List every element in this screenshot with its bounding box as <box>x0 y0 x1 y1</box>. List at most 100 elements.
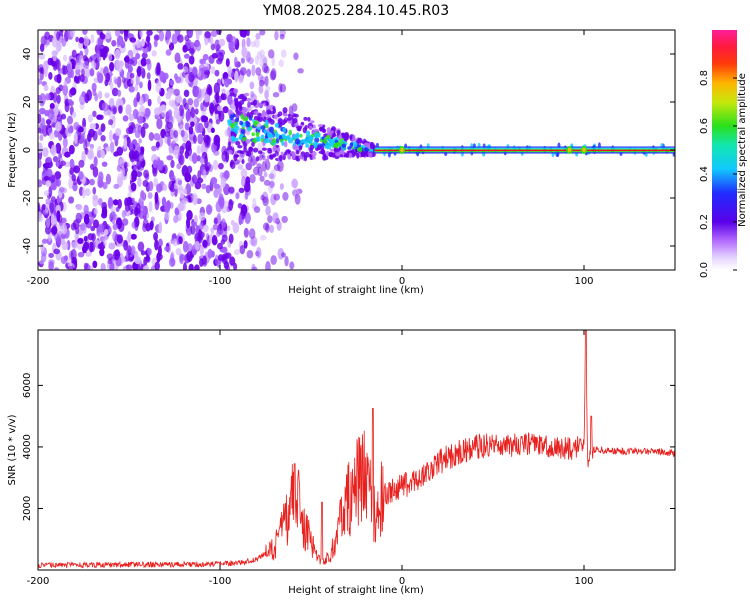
spectrogram-noise-cell <box>55 161 60 167</box>
spectrogram-y-axis: -40 -20 0 20 40 <box>22 48 675 254</box>
spectrogram-noise-cell <box>108 129 113 142</box>
spectrogram-noise-cell <box>50 214 55 226</box>
spectrogram-noise-cell <box>140 57 147 67</box>
spectrogram-noise-cell <box>280 49 287 58</box>
spectrogram-noise-cell <box>89 123 97 130</box>
spectrogram-signal-cell <box>294 113 299 118</box>
spectrogram-noise-cell <box>212 223 218 231</box>
spectrogram-signal-cell <box>273 114 278 120</box>
spectrogram-signal-cell <box>317 123 324 128</box>
spectrogram-noise-cell <box>182 45 188 53</box>
spectrogram-noise-cell <box>248 228 256 240</box>
spectrogram-noise-cell <box>101 102 109 112</box>
spectrogram-noise-cell <box>143 169 150 179</box>
spectrogram-noise-cell <box>196 145 202 155</box>
spectrogram-noise-cell <box>147 98 152 107</box>
x-tick-label: 0 <box>399 576 405 587</box>
spectrogram-noise-cell <box>115 59 121 71</box>
spectrogram-noise-cell <box>60 160 66 167</box>
spectrogram-noise-cell <box>100 262 106 270</box>
spectrogram-signal-cell <box>347 146 352 151</box>
spectrogram-signal-cell <box>272 146 277 152</box>
spectrogram-signal-cell <box>239 134 243 140</box>
spectrogram-noise-cell <box>146 34 151 43</box>
spectrogram-signal-cell <box>309 125 313 131</box>
spectrogram-noise-cell <box>109 81 114 91</box>
spectrogram-noise-cell <box>173 215 179 224</box>
spectrogram-signal-cell <box>230 159 234 165</box>
spectrogram-noise-cell <box>47 108 55 121</box>
spectrogram-noise-cell <box>67 115 74 125</box>
spectrogram-noise-cell <box>44 31 51 40</box>
spectrogram-signal-cell <box>368 152 373 158</box>
spectrogram-signal-cell <box>356 147 361 152</box>
spectrogram-noise-cell <box>184 34 190 42</box>
spectrogram-noise-cell <box>220 93 228 101</box>
spectrogram-noise-cell <box>130 182 137 192</box>
spectrogram-noise-cell <box>106 109 111 116</box>
spectrogram-signal-cell <box>263 138 268 144</box>
spectrogram-noise-cell <box>78 159 85 168</box>
spectrogram-noise-cell <box>77 237 84 245</box>
spectrogram-noise-cell <box>111 39 117 47</box>
spectrogram-noise-cell <box>114 48 121 60</box>
spectrogram-noise-cell <box>156 252 161 263</box>
spectrogram-signal-cell <box>258 154 263 161</box>
spectrogram-noise-cell <box>186 243 193 252</box>
spectrogram-signal-cell <box>231 135 236 143</box>
spectrogram-noise-cell <box>68 196 75 204</box>
spectrogram-noise-cell <box>129 141 134 150</box>
spectrogram-noise-cell <box>38 158 42 169</box>
spectrogram-noise-cell <box>48 132 56 140</box>
spectrogram-noise-cell <box>134 221 139 232</box>
spectrogram-noise-cell <box>243 240 248 249</box>
colorbar-ticks: 0.0 0.2 0.4 0.6 0.8 <box>699 70 737 278</box>
spectrogram-noise-cell <box>52 155 59 163</box>
spectrogram-noise-cell <box>219 197 225 210</box>
spectrogram-signal-cell <box>268 126 275 133</box>
spectrogram-noise-cell <box>151 50 157 57</box>
spectrogram-noise-cell <box>67 63 71 73</box>
spectrogram-noise-cell <box>121 210 127 219</box>
spectrogram-noise-cell <box>156 183 163 193</box>
colorbar-tick-label: 0.6 <box>699 118 710 134</box>
spectrogram-noise-cell <box>194 240 200 251</box>
spectrogram-noise-cell <box>153 39 158 48</box>
spectrogram-noise-cell <box>196 30 200 42</box>
spectrogram-noise-cell <box>259 58 264 68</box>
spectrogram-noise-cell <box>274 30 279 40</box>
spectrogram-noise-cell <box>83 138 88 151</box>
spectrogram-signal-cell <box>299 154 303 159</box>
spectrogram-noise-cell <box>284 255 289 267</box>
spectrogram-signal-cell <box>240 129 246 135</box>
spectrogram-noise-cell <box>92 130 98 141</box>
spectrogram-signal-cell <box>286 117 292 121</box>
spectrogram-noise-cell <box>83 60 90 69</box>
spectrogram-noise-cell <box>204 69 211 76</box>
spectrogram-noise-cell <box>232 222 240 234</box>
spectrogram-noise-cell <box>130 72 135 79</box>
spectrogram-noise-cell <box>132 149 139 160</box>
spectrogram-signal-cell <box>339 154 344 158</box>
spectrogram-noise-cell <box>117 198 122 209</box>
spectrogram-noise-cell <box>130 77 135 85</box>
spectrogram-noise-cell <box>71 174 76 182</box>
spectrogram-noise-cell <box>136 65 142 77</box>
spectrogram-noise-cell <box>100 123 106 132</box>
spectrogram-noise-cell <box>105 224 110 230</box>
spectrogram-noise-cell <box>199 221 204 231</box>
spectrogram-noise-cell <box>166 121 174 130</box>
spectrogram-signal-cell <box>289 110 294 116</box>
spectrogram-noise-cell <box>125 104 132 116</box>
spectrogram-noise-cell <box>87 233 95 241</box>
spectrogram-noise-cell <box>79 54 84 67</box>
snr-x-axis: -200 -100 0 100 <box>27 330 594 587</box>
spectrogram-noise-cell <box>168 145 173 156</box>
spectrogram-noise-cell <box>165 38 171 46</box>
spectrogram-noise-cell <box>96 145 103 158</box>
spectrogram-noise-cell <box>61 241 69 251</box>
spectrogram-noise-cell <box>171 99 179 110</box>
spectrogram-signal-cell <box>287 137 294 144</box>
spectrogram-noise-cell <box>54 105 59 118</box>
spectrogram-signal-cell <box>251 132 255 137</box>
